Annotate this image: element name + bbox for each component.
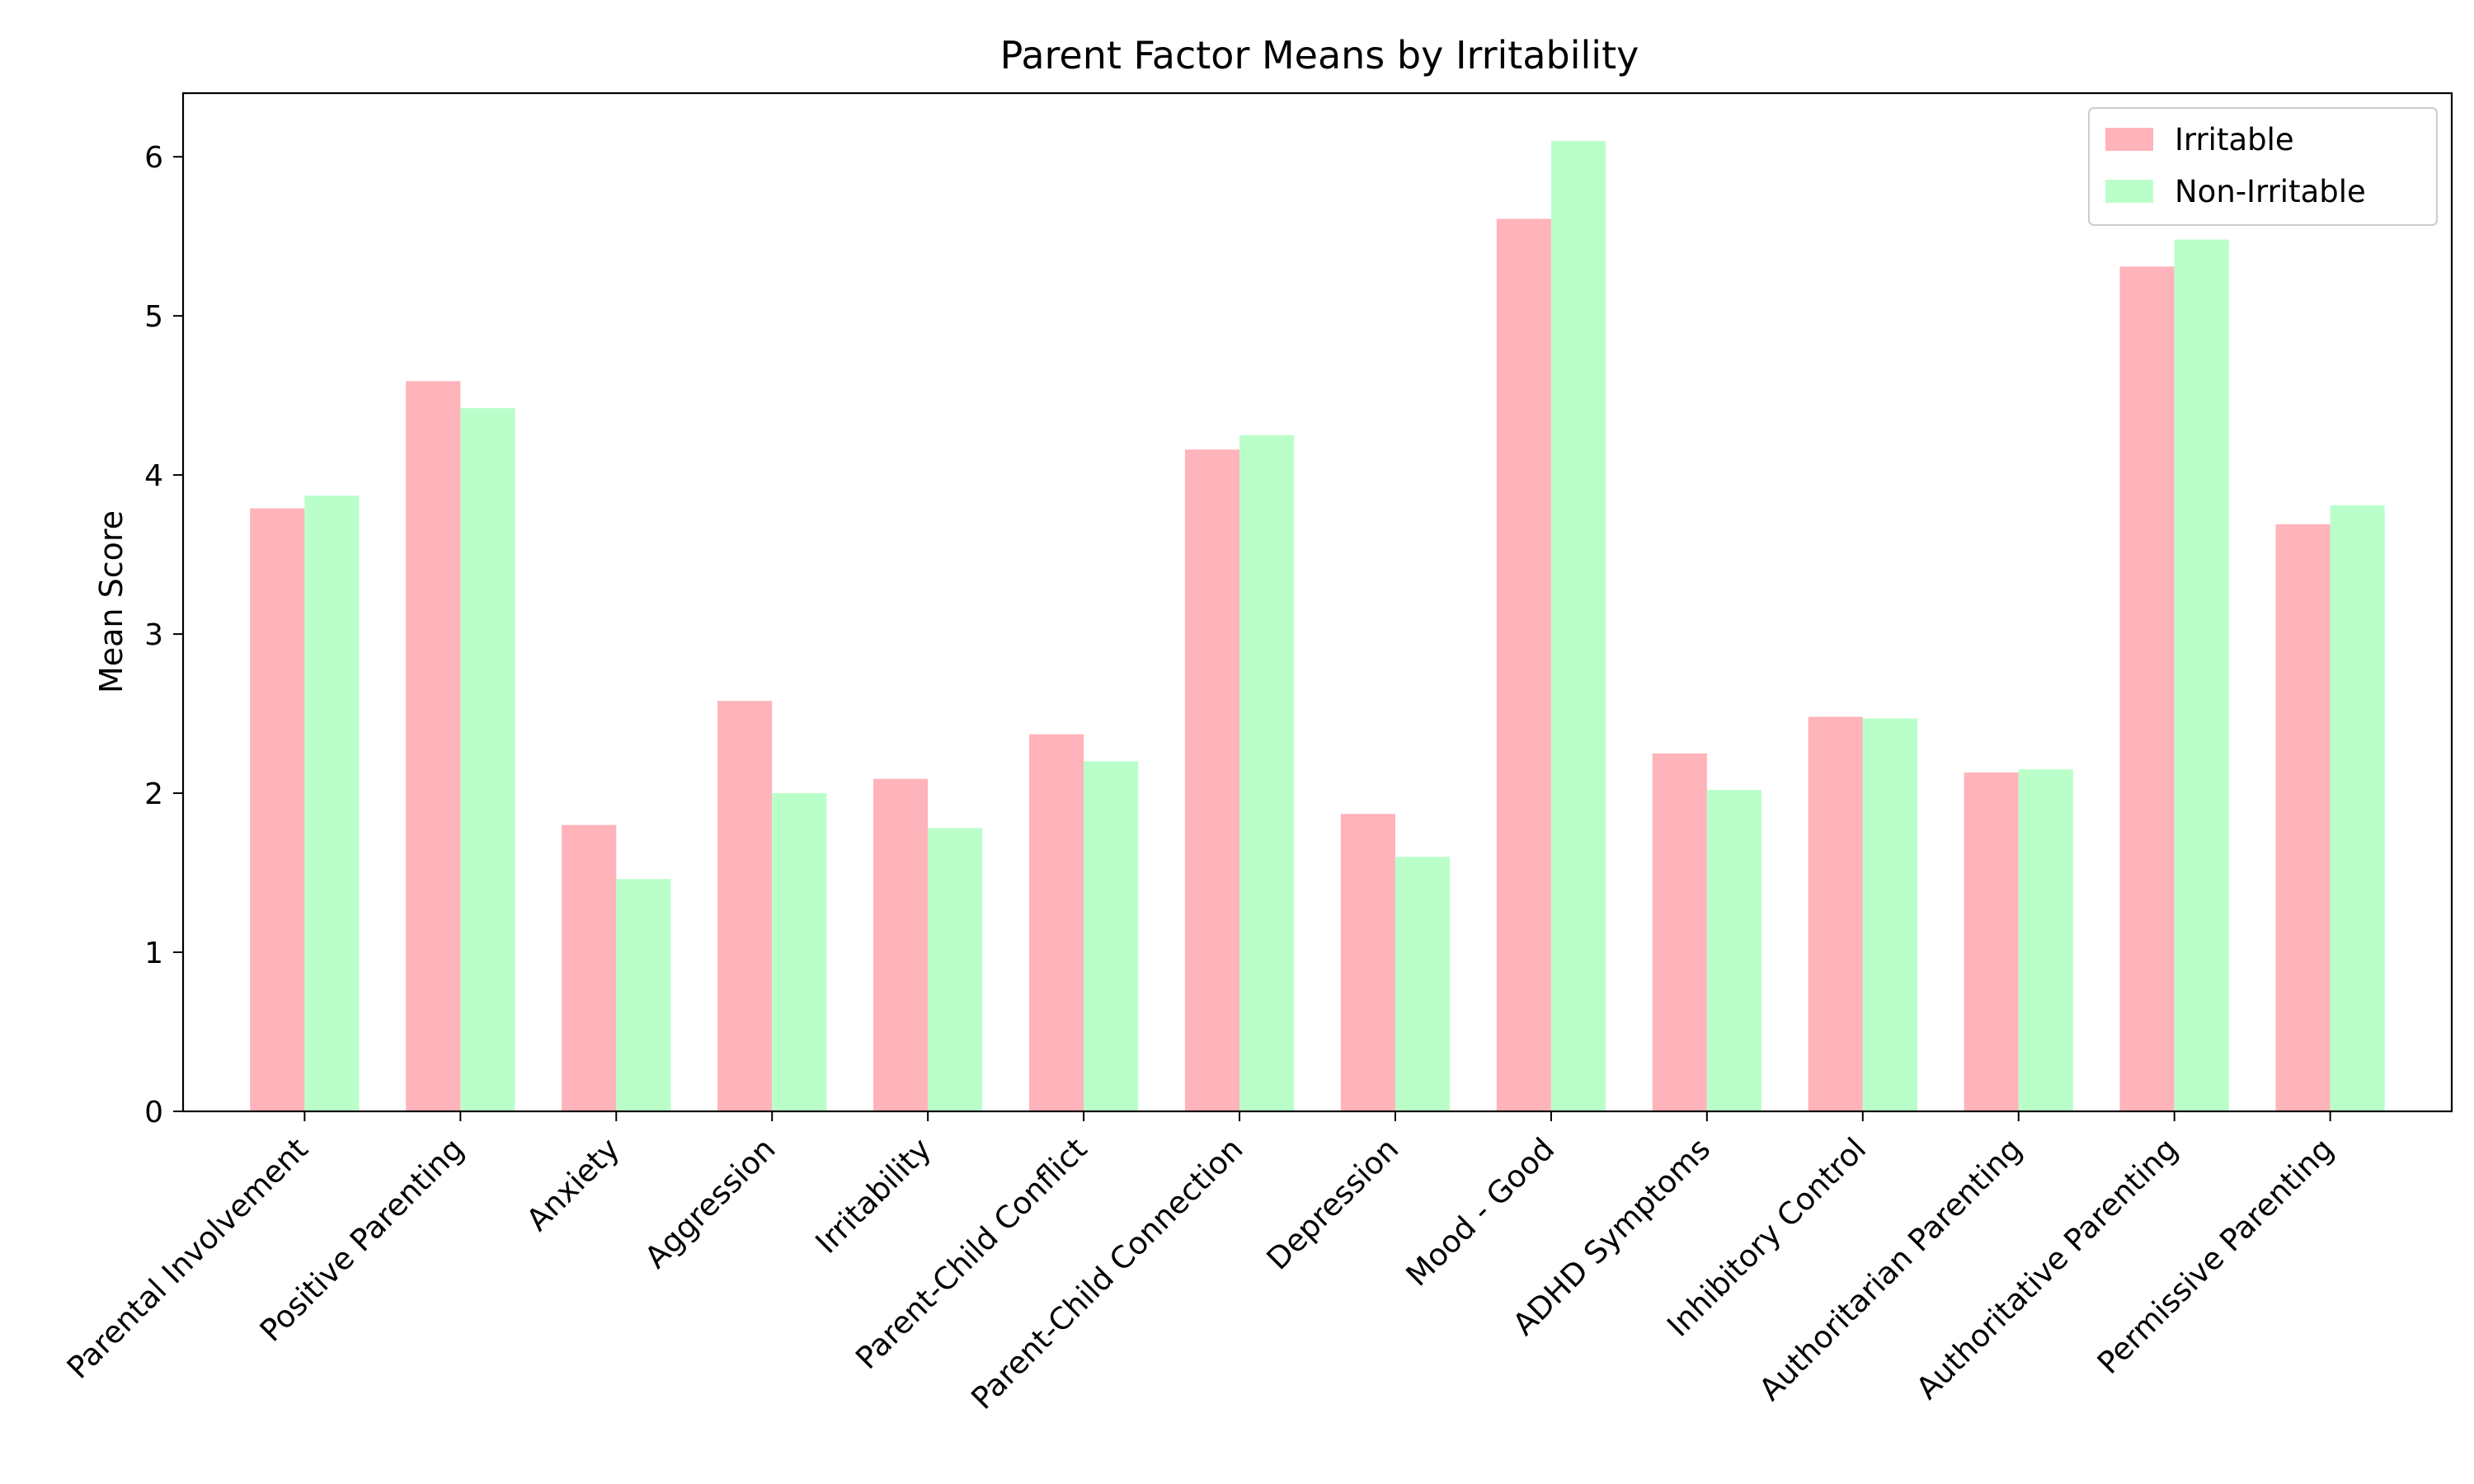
y-tick-label: 4 — [144, 459, 163, 493]
x-tick-label: Depression — [1260, 1131, 1406, 1277]
legend-swatch — [2105, 128, 2153, 151]
bar-non-irritable-12 — [2174, 239, 2229, 1111]
x-tick-label: Parent-Child Connection — [964, 1131, 1249, 1416]
x-tick-label: Authoritarian Parenting — [1752, 1131, 2029, 1407]
x-tick-label: Mood - Good — [1399, 1131, 1562, 1294]
x-tick-label: Aggression — [638, 1131, 783, 1275]
bar-non-irritable-2 — [616, 879, 671, 1111]
legend-swatch — [2105, 180, 2153, 203]
bar-irritable-10 — [1808, 716, 1863, 1111]
bar-non-irritable-0 — [304, 495, 360, 1111]
y-tick-label: 0 — [144, 1096, 163, 1129]
bar-non-irritable-9 — [1706, 790, 1761, 1111]
bar-irritable-13 — [2275, 524, 2331, 1111]
bar-irritable-0 — [250, 508, 305, 1111]
bar-irritable-7 — [1340, 814, 1395, 1111]
bar-non-irritable-7 — [1395, 857, 1451, 1111]
x-tick-label: Irritability — [809, 1131, 938, 1261]
bar-non-irritable-5 — [1084, 761, 1139, 1111]
bar-non-irritable-10 — [1862, 718, 1917, 1111]
bar-non-irritable-11 — [2018, 769, 2073, 1111]
y-tick-label: 5 — [144, 300, 163, 334]
bar-irritable-9 — [1652, 753, 1707, 1111]
bar-non-irritable-8 — [1550, 140, 1606, 1111]
bar-irritable-6 — [1184, 449, 1240, 1111]
bar-non-irritable-6 — [1239, 434, 1295, 1111]
bar-non-irritable-13 — [2330, 505, 2385, 1111]
bar-non-irritable-3 — [772, 793, 827, 1111]
legend-label: Irritable — [2175, 122, 2294, 157]
y-tick-label: 6 — [144, 141, 163, 175]
bar-irritable-3 — [717, 701, 773, 1111]
x-tick-label: Authoritative Parenting — [1909, 1131, 2185, 1407]
legend: Irritable Non-Irritable — [2088, 107, 2438, 226]
bar-irritable-11 — [1964, 772, 2019, 1111]
bar-irritable-1 — [406, 381, 461, 1111]
bar-irritable-5 — [1028, 734, 1084, 1111]
chart-title: Parent Factor Means by Irritability — [1000, 33, 1639, 77]
legend-label: Non-Irritable — [2175, 174, 2366, 209]
y-tick-label: 2 — [144, 777, 163, 811]
y-tick-label: 3 — [144, 618, 163, 652]
legend-box — [2088, 107, 2438, 226]
y-tick-label: 1 — [144, 937, 163, 970]
bar-irritable-12 — [2119, 266, 2175, 1111]
bar-non-irritable-1 — [460, 408, 515, 1111]
bar-non-irritable-4 — [928, 828, 983, 1111]
axes-frame — [181, 92, 2453, 1113]
bar-irritable-8 — [1496, 218, 1551, 1111]
y-axis-label: Mean Score — [93, 510, 129, 693]
bar-irritable-4 — [873, 778, 929, 1111]
x-tick-label: Anxiety — [520, 1131, 626, 1237]
bar-irritable-2 — [562, 824, 617, 1111]
